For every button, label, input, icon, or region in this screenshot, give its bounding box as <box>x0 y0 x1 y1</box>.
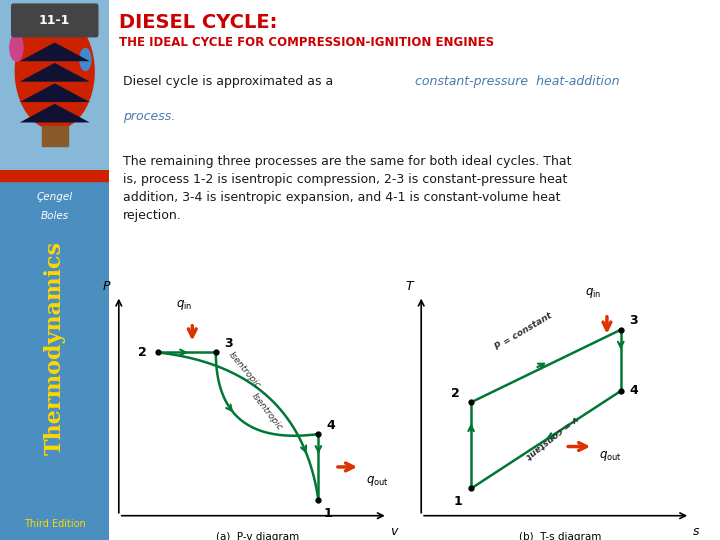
Text: (b)  T-s diagram: (b) T-s diagram <box>518 531 601 540</box>
Text: P = constant: P = constant <box>494 312 554 352</box>
Polygon shape <box>19 83 90 102</box>
Text: $q_\mathrm{in}$: $q_\mathrm{in}$ <box>176 298 192 312</box>
Text: Çengel: Çengel <box>37 192 73 202</box>
Text: process.: process. <box>123 110 175 123</box>
Text: 2: 2 <box>451 387 460 400</box>
Text: THE IDEAL CYCLE FOR COMPRESSION-IGNITION ENGINES: THE IDEAL CYCLE FOR COMPRESSION-IGNITION… <box>120 36 495 49</box>
Text: 4: 4 <box>629 384 638 397</box>
Ellipse shape <box>10 34 23 61</box>
Text: (a)  P-v diagram: (a) P-v diagram <box>216 531 299 540</box>
Text: Isentropic: Isentropic <box>227 350 262 390</box>
Text: P: P <box>103 280 110 293</box>
Text: DIESEL CYCLE:: DIESEL CYCLE: <box>120 13 278 32</box>
Bar <box>42 126 68 146</box>
Bar <box>0 170 109 181</box>
Text: Isentropic: Isentropic <box>250 392 284 433</box>
Text: 2: 2 <box>138 346 147 359</box>
Text: $q_\mathrm{out}$: $q_\mathrm{out}$ <box>366 474 388 488</box>
Text: 3: 3 <box>224 337 233 350</box>
Polygon shape <box>19 43 90 61</box>
Text: v: v <box>390 525 398 538</box>
Text: $q_\mathrm{in}$: $q_\mathrm{in}$ <box>585 286 601 300</box>
Ellipse shape <box>15 14 94 129</box>
Text: $q_\mathrm{out}$: $q_\mathrm{out}$ <box>598 449 621 463</box>
Polygon shape <box>19 104 90 123</box>
Text: v = constant: v = constant <box>523 413 580 460</box>
Text: Thermodynamics: Thermodynamics <box>44 241 66 455</box>
Text: T: T <box>405 280 413 293</box>
Text: Third Edition: Third Edition <box>24 519 86 529</box>
Text: 11-1: 11-1 <box>39 14 71 27</box>
Text: The remaining three processes are the same for both ideal cycles. That
is, proce: The remaining three processes are the sa… <box>123 154 572 221</box>
Text: Diesel cycle is approximated as a: Diesel cycle is approximated as a <box>123 75 333 88</box>
Text: 1: 1 <box>324 507 333 519</box>
Text: 1: 1 <box>454 495 463 508</box>
Text: Boles: Boles <box>40 211 69 221</box>
FancyBboxPatch shape <box>11 3 99 37</box>
Text: s: s <box>693 525 699 538</box>
Polygon shape <box>19 63 90 82</box>
Text: 4: 4 <box>327 419 336 432</box>
Text: constant-pressure  heat-addition: constant-pressure heat-addition <box>415 75 619 88</box>
Ellipse shape <box>80 49 91 71</box>
Text: 3: 3 <box>629 314 638 327</box>
